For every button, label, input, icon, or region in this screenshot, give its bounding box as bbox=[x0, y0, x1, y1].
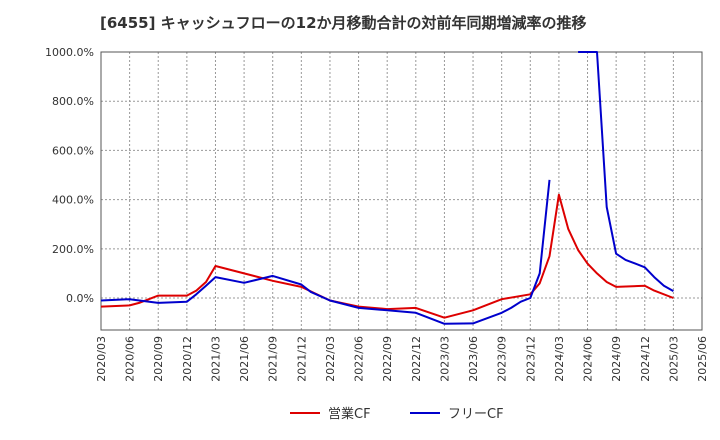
x-tick-label: 2022/06 bbox=[353, 336, 366, 382]
x-tick-label: 2025/03 bbox=[667, 336, 680, 382]
x-tick-label: 2023/06 bbox=[467, 336, 480, 382]
x-tick-label: 2022/03 bbox=[324, 336, 337, 382]
y-tick-label: 0.0% bbox=[66, 292, 94, 305]
legend: 営業CF フリーCF bbox=[290, 406, 504, 422]
x-tick-label: 2024/09 bbox=[610, 336, 623, 382]
x-tick-label: 2024/12 bbox=[639, 336, 652, 382]
x-tick-label: 2024/06 bbox=[582, 336, 595, 382]
x-tick-label: 2025/06 bbox=[696, 336, 709, 382]
x-tick-label: 2024/03 bbox=[553, 336, 566, 382]
x-tick-label: 2020/12 bbox=[181, 336, 194, 382]
y-tick-label: 800.0% bbox=[52, 95, 94, 108]
x-tick-label: 2023/09 bbox=[496, 336, 509, 382]
x-tick-label: 2021/03 bbox=[209, 336, 222, 382]
x-tick-label: 2022/09 bbox=[381, 336, 394, 382]
x-tick-label: 2020/06 bbox=[124, 336, 137, 382]
y-tick-label: 400.0% bbox=[52, 194, 94, 207]
x-tick-label: 2022/12 bbox=[410, 336, 423, 382]
x-axis: 2020/03 2020/06 2020/09 2020/12 2021/03 2021/… bbox=[95, 336, 709, 382]
y-tick-label: 600.0% bbox=[52, 144, 94, 157]
legend-label: フリーCF bbox=[448, 407, 504, 422]
series-lines bbox=[100, 51, 674, 325]
legend-label: 営業CF bbox=[328, 406, 371, 422]
x-tick-label: 2021/06 bbox=[238, 336, 251, 382]
x-tick-label: 2021/12 bbox=[295, 336, 308, 382]
plot-frame bbox=[100, 51, 703, 331]
series-line bbox=[100, 193, 674, 319]
x-tick-label: 2020/09 bbox=[152, 336, 165, 382]
grid bbox=[101, 52, 702, 330]
series-line bbox=[100, 51, 674, 325]
x-tick-label: 2023/03 bbox=[438, 336, 451, 382]
chart-title: [6455] キャッシュフローの12か月移動合計の対前年同期増減率の推移 bbox=[100, 14, 587, 32]
y-tick-label: 1000.0% bbox=[45, 46, 94, 59]
x-tick-label: 2020/03 bbox=[95, 336, 108, 382]
y-axis: 0.0% 200.0% 400.0% 600.0% 800.0% 1000.0% bbox=[45, 46, 94, 305]
y-tick-label: 200.0% bbox=[52, 243, 94, 256]
x-tick-label: 2021/09 bbox=[267, 336, 280, 382]
x-tick-label: 2023/12 bbox=[524, 336, 537, 382]
